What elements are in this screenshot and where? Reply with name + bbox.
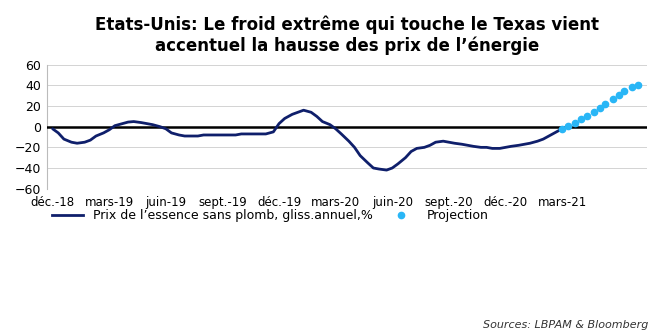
Legend: Prix de l’essence sans plomb, gliss.annuel,%, Projection: Prix de l’essence sans plomb, gliss.annu… xyxy=(47,204,494,227)
Title: Etats-Unis: Le froid extrême qui touche le Texas vient
accentuel la hausse des p: Etats-Unis: Le froid extrême qui touche … xyxy=(95,15,599,55)
Text: Sources: LBPAM & Bloomberg: Sources: LBPAM & Bloomberg xyxy=(483,320,649,330)
